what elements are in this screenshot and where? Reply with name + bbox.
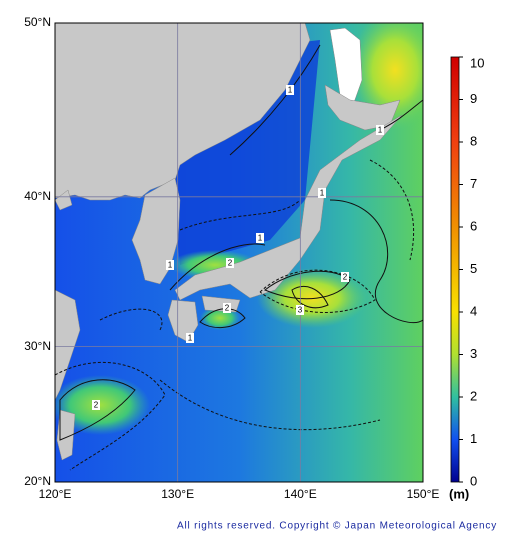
copyright: All rights reserved. Copyright © Japan M… (177, 521, 497, 532)
contour-label: 3 (298, 306, 303, 315)
contour-label-box (376, 125, 384, 135)
wave-mid (55, 375, 150, 435)
lon-label: 120°E (39, 487, 72, 501)
contour-label-box (166, 260, 174, 270)
contour-labels: 1 1 1 2 1 2 3 2 1 2 1 (92, 85, 384, 410)
colorbar-tick-label: 2 (470, 388, 477, 403)
wave-high (257, 268, 367, 328)
lat-label: 50°N (24, 15, 51, 29)
contour-label-box (226, 258, 234, 268)
lon-label: 150°E (407, 487, 440, 501)
contour-label: 2 (228, 259, 233, 268)
lon-label: 140°E (284, 487, 317, 501)
lat-label: 40°N (24, 189, 51, 203)
contour-label-box (341, 272, 349, 282)
graticule (55, 23, 423, 482)
map-area: 1 1 1 2 1 2 3 2 1 2 1 (55, 23, 423, 482)
lon-label: 130°E (161, 487, 194, 501)
contour-label: 1 (258, 234, 263, 243)
map-frame (54, 22, 424, 483)
contour-label-box (296, 305, 304, 315)
contour-label: 1 (320, 189, 325, 198)
contour-label-box (92, 400, 100, 410)
colorbar-tick-label: 6 (470, 218, 477, 233)
contour-label: 1 (188, 334, 193, 343)
colorbar-tick-label: 4 (470, 303, 477, 318)
colorbar (450, 56, 460, 483)
lat-label: 20°N (24, 474, 51, 488)
contour-label: 1 (288, 86, 293, 95)
colorbar-tick-label: 5 (470, 261, 477, 276)
contour-label: 1 (168, 261, 173, 270)
colorbar-tick-label: 9 (470, 91, 477, 106)
contour-label: 2 (94, 401, 99, 410)
contour-label: 1 (378, 126, 383, 135)
colorbar-tick-label: 1 (470, 431, 477, 446)
contours (55, 44, 423, 471)
contour-label-box (186, 333, 194, 343)
contour-label-box (256, 233, 264, 243)
colorbar-tick-label: 8 (470, 133, 477, 148)
contour-label: 2 (343, 273, 348, 282)
colorbar-tick-label: 3 (470, 346, 477, 361)
colorbar-tick-label: 7 (470, 176, 477, 191)
contour-label: 2 (225, 304, 230, 313)
colorbar-tick-label: 10 (470, 55, 484, 70)
contour-label-box (286, 85, 294, 95)
lat-label: 30°N (24, 339, 51, 353)
contour-label-box (318, 188, 326, 198)
contour-label-box (223, 303, 231, 313)
colorbar-unit: (m) (449, 486, 469, 501)
colorbar-tick-label: 0 (470, 473, 477, 488)
